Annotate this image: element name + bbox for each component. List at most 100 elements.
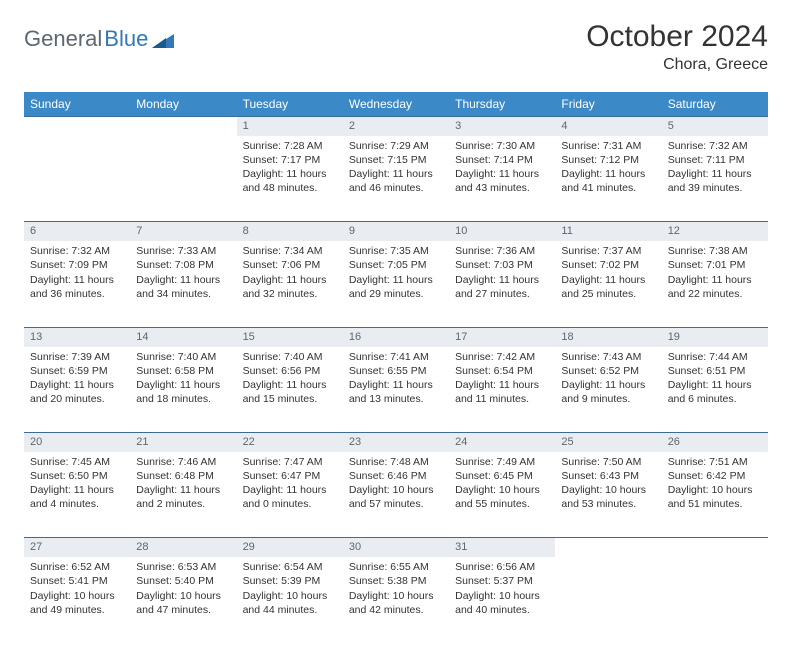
day-line: Sunset: 6:55 PM [349,364,443,378]
day-line: Daylight: 10 hours [243,589,337,603]
day-number: 11 [555,222,661,241]
day-cell-body [662,557,768,564]
day-line: Daylight: 10 hours [349,483,443,497]
day-line: Sunrise: 7:42 AM [455,350,549,364]
day-cell-header: 25 [555,433,661,452]
day-line: Sunrise: 7:43 AM [561,350,655,364]
day-cell-body: Sunrise: 7:41 AMSunset: 6:55 PMDaylight:… [343,347,449,411]
day-cell-header: 31 [449,538,555,557]
day-number: 31 [449,538,555,557]
day-number: 29 [237,538,343,557]
day-line: Sunset: 6:43 PM [561,469,655,483]
day-cell-header: 12 [662,222,768,241]
day-line: Sunset: 7:11 PM [668,153,762,167]
day-line: Sunset: 7:02 PM [561,258,655,272]
day-cell-body: Sunrise: 7:50 AMSunset: 6:43 PMDaylight:… [555,452,661,516]
day-line: and 32 minutes. [243,287,337,301]
day-line: Sunrise: 7:35 AM [349,244,443,258]
day-line: Daylight: 11 hours [243,273,337,287]
day-line: Sunset: 6:46 PM [349,469,443,483]
day-line: and 15 minutes. [243,392,337,406]
day-line: and 44 minutes. [243,603,337,617]
day-cell-body: Sunrise: 7:39 AMSunset: 6:59 PMDaylight:… [24,347,130,411]
day-line: and 46 minutes. [349,181,443,195]
day-line: Sunrise: 7:51 AM [668,455,762,469]
day-cell: Sunrise: 7:40 AMSunset: 6:58 PMDaylight:… [130,347,236,433]
day-number: 18 [555,328,661,347]
day-cell-body: Sunrise: 6:52 AMSunset: 5:41 PMDaylight:… [24,557,130,621]
day-number [130,117,236,121]
day-line: Daylight: 11 hours [136,483,230,497]
day-number: 23 [343,433,449,452]
day-number: 5 [662,117,768,136]
day-cell: Sunrise: 6:53 AMSunset: 5:40 PMDaylight:… [130,557,236,643]
day-line: Sunrise: 7:47 AM [243,455,337,469]
day-cell-body: Sunrise: 6:56 AMSunset: 5:37 PMDaylight:… [449,557,555,621]
day-cell-header: 11 [555,222,661,241]
day-cell-body: Sunrise: 7:47 AMSunset: 6:47 PMDaylight:… [237,452,343,516]
calendar-table: Sunday Monday Tuesday Wednesday Thursday… [24,92,768,643]
day-line: and 25 minutes. [561,287,655,301]
day-line: Daylight: 11 hours [243,167,337,181]
day-line: Sunrise: 7:46 AM [136,455,230,469]
day-line: Sunrise: 7:45 AM [30,455,124,469]
day-line: Sunrise: 7:41 AM [349,350,443,364]
day-line: and 22 minutes. [668,287,762,301]
day-cell: Sunrise: 7:29 AMSunset: 7:15 PMDaylight:… [343,136,449,222]
day-number: 24 [449,433,555,452]
day-cell-body: Sunrise: 7:48 AMSunset: 6:46 PMDaylight:… [343,452,449,516]
day-cell-header: 10 [449,222,555,241]
day-line: and 48 minutes. [243,181,337,195]
day-header-row: Sunday Monday Tuesday Wednesday Thursday… [24,92,768,117]
day-cell: Sunrise: 7:34 AMSunset: 7:06 PMDaylight:… [237,241,343,327]
day-number [555,538,661,542]
day-cell-header: 6 [24,222,130,241]
day-line: Sunrise: 7:36 AM [455,244,549,258]
day-line: Daylight: 11 hours [349,378,443,392]
day-line: Sunrise: 7:29 AM [349,139,443,153]
day-cell-body: Sunrise: 6:54 AMSunset: 5:39 PMDaylight:… [237,557,343,621]
day-line: Sunrise: 7:30 AM [455,139,549,153]
day-line: Sunset: 7:08 PM [136,258,230,272]
day-line: Sunrise: 7:37 AM [561,244,655,258]
day-number: 2 [343,117,449,136]
day-cell-body [555,557,661,564]
day-cell-body: Sunrise: 6:53 AMSunset: 5:40 PMDaylight:… [130,557,236,621]
day-cell-header [24,117,130,136]
day-line: and 27 minutes. [455,287,549,301]
day-cell-header: 1 [237,117,343,136]
day-line: Daylight: 10 hours [349,589,443,603]
daynum-row: 13141516171819 [24,327,768,346]
day-cell-header: 27 [24,538,130,557]
day-line: and 0 minutes. [243,497,337,511]
day-line: and 36 minutes. [30,287,124,301]
day-cell-header: 23 [343,433,449,452]
day-cell: Sunrise: 7:49 AMSunset: 6:45 PMDaylight:… [449,452,555,538]
day-line: Sunset: 5:39 PM [243,574,337,588]
day-cell-body: Sunrise: 7:36 AMSunset: 7:03 PMDaylight:… [449,241,555,305]
day-line: Daylight: 11 hours [136,378,230,392]
day-cell: Sunrise: 7:32 AMSunset: 7:11 PMDaylight:… [662,136,768,222]
day-number: 28 [130,538,236,557]
day-line: Sunset: 7:14 PM [455,153,549,167]
day-cell: Sunrise: 7:31 AMSunset: 7:12 PMDaylight:… [555,136,661,222]
day-line: Sunrise: 7:33 AM [136,244,230,258]
title-block: October 2024 Chora, Greece [586,20,768,74]
day-cell: Sunrise: 7:38 AMSunset: 7:01 PMDaylight:… [662,241,768,327]
day-cell-header: 24 [449,433,555,452]
month-title: October 2024 [586,20,768,54]
day-line: Daylight: 11 hours [30,273,124,287]
day-cell-body [24,136,130,143]
day-cell [555,557,661,643]
day-line: Sunset: 6:52 PM [561,364,655,378]
day-cell [662,557,768,643]
day-cell-header: 14 [130,327,236,346]
day-cell: Sunrise: 7:30 AMSunset: 7:14 PMDaylight:… [449,136,555,222]
day-line: Sunset: 7:01 PM [668,258,762,272]
day-line: Sunset: 7:15 PM [349,153,443,167]
day-cell: Sunrise: 7:44 AMSunset: 6:51 PMDaylight:… [662,347,768,433]
day-cell: Sunrise: 7:32 AMSunset: 7:09 PMDaylight:… [24,241,130,327]
day-cell: Sunrise: 7:45 AMSunset: 6:50 PMDaylight:… [24,452,130,538]
day-cell: Sunrise: 7:46 AMSunset: 6:48 PMDaylight:… [130,452,236,538]
day-line: Daylight: 11 hours [668,167,762,181]
